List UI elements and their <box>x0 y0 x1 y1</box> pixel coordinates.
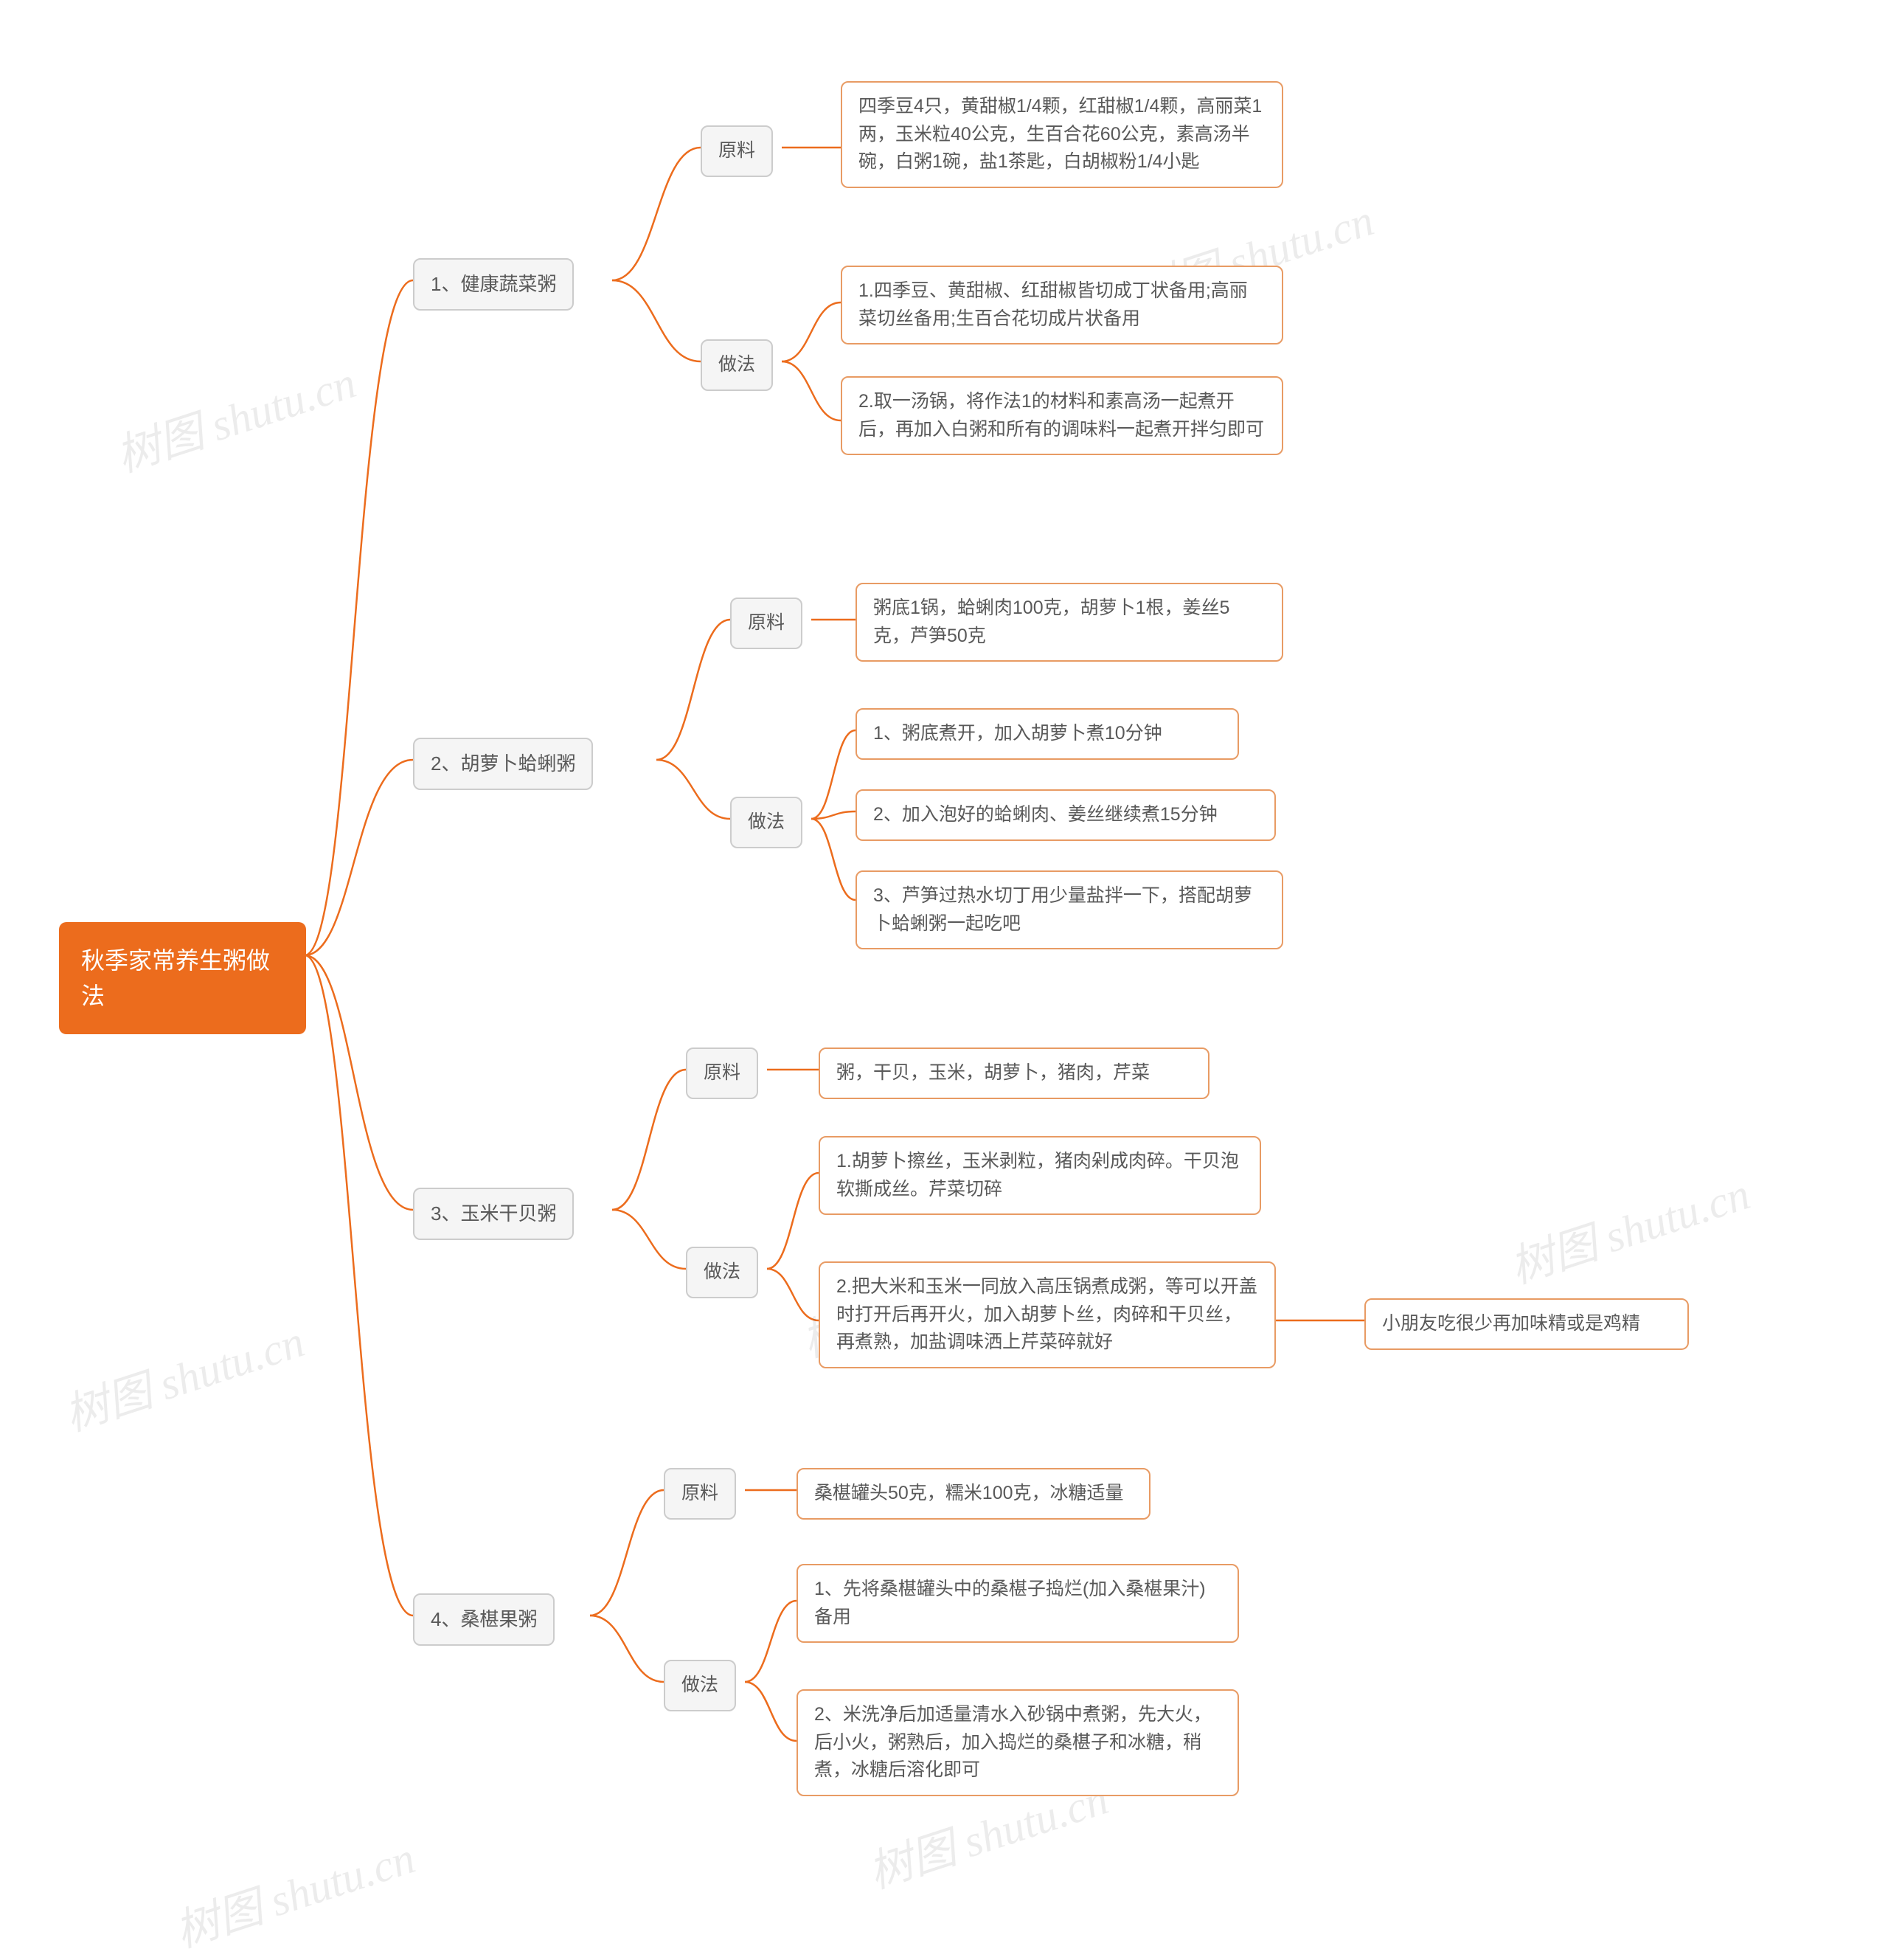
root-node[interactable]: 秋季家常养生粥做法 <box>59 922 306 1034</box>
watermark: 树图 shutu.cn <box>55 1306 311 1444</box>
section-2-method-1[interactable]: 1、粥底煮开，加入胡萝卜煮10分钟 <box>856 708 1239 760</box>
section-3-method-1[interactable]: 1.胡萝卜擦丝，玉米剥粒，猪肉剁成肉碎。干贝泡软撕成丝。芹菜切碎 <box>819 1136 1261 1215</box>
section-4-title[interactable]: 4、桑椹果粥 <box>413 1593 555 1646</box>
watermark: 树图 shutu.cn <box>166 1822 422 1960</box>
section-2-method-label[interactable]: 做法 <box>730 797 802 848</box>
watermark: 树图 shutu.cn <box>1501 1158 1757 1296</box>
section-1-method-2[interactable]: 2.取一汤锅，将作法1的材料和素高汤一起煮开后，再加入白粥和所有的调味料一起煮开… <box>841 376 1283 455</box>
section-1-ingredient-1[interactable]: 四季豆4只，黄甜椒1/4颗，红甜椒1/4颗，高丽菜1两，玉米粒40公克，生百合花… <box>841 81 1283 188</box>
section-4-ingredients-label[interactable]: 原料 <box>664 1468 736 1520</box>
section-1-ingredients-label[interactable]: 原料 <box>701 125 773 177</box>
section-3-method-2[interactable]: 2.把大米和玉米一同放入高压锅煮成粥，等可以开盖时打开后再开火，加入胡萝卜丝，肉… <box>819 1261 1276 1368</box>
section-3-ingredients-label[interactable]: 原料 <box>686 1047 758 1099</box>
section-2-ingredient-1[interactable]: 粥底1锅，蛤蜊肉100克，胡萝卜1根，姜丝5克，芦笋50克 <box>856 583 1283 662</box>
section-3-title[interactable]: 3、玉米干贝粥 <box>413 1188 574 1240</box>
section-2-method-3[interactable]: 3、芦笋过热水切丁用少量盐拌一下，搭配胡萝卜蛤蜊粥一起吃吧 <box>856 870 1283 949</box>
section-3-method-label[interactable]: 做法 <box>686 1247 758 1298</box>
watermark: 树图 shutu.cn <box>107 347 363 485</box>
section-4-ingredient-1[interactable]: 桑椹罐头50克，糯米100克，冰糖适量 <box>796 1468 1150 1520</box>
section-2-title[interactable]: 2、胡萝卜蛤蜊粥 <box>413 738 593 790</box>
section-1-method-label[interactable]: 做法 <box>701 339 773 391</box>
section-3-extra[interactable]: 小朋友吃很少再加味精或是鸡精 <box>1364 1298 1689 1350</box>
section-1-title[interactable]: 1、健康蔬菜粥 <box>413 258 574 311</box>
section-1-method-1[interactable]: 1.四季豆、黄甜椒、红甜椒皆切成丁状备用;高丽菜切丝备用;生百合花切成片状备用 <box>841 266 1283 344</box>
section-4-method-2[interactable]: 2、米洗净后加适量清水入砂锅中煮粥，先大火，后小火，粥熟后，加入捣烂的桑椹子和冰… <box>796 1689 1239 1796</box>
section-3-ingredient-1[interactable]: 粥，干贝，玉米，胡萝卜，猪肉，芹菜 <box>819 1047 1210 1099</box>
section-2-method-2[interactable]: 2、加入泡好的蛤蜊肉、姜丝继续煮15分钟 <box>856 789 1276 841</box>
section-4-method-1[interactable]: 1、先将桑椹罐头中的桑椹子捣烂(加入桑椹果汁)备用 <box>796 1564 1239 1643</box>
section-4-method-label[interactable]: 做法 <box>664 1660 736 1711</box>
section-2-ingredients-label[interactable]: 原料 <box>730 598 802 649</box>
